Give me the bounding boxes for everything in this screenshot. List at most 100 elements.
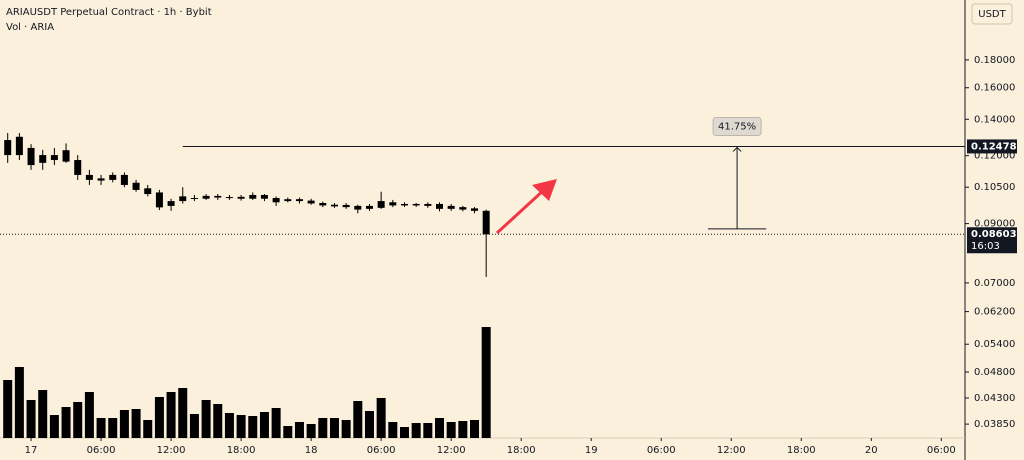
x-tick-label: 12:00: [157, 445, 186, 456]
volume-bar: [26, 400, 36, 438]
candle-body: [365, 205, 373, 209]
last-price-label: 0.08603: [971, 229, 1017, 240]
candle-body: [50, 155, 58, 161]
volume-bar: [73, 402, 83, 438]
volume-bar: [248, 416, 258, 438]
volume-bar: [470, 420, 480, 438]
currency-label[interactable]: USDT: [978, 9, 1006, 20]
volume-bar: [481, 327, 491, 438]
candle-body: [354, 205, 362, 210]
candle-body: [447, 205, 455, 209]
volume-bar: [236, 415, 246, 438]
candle-body: [62, 150, 70, 162]
x-tick-label: 06:00: [87, 445, 116, 456]
candle-body: [400, 203, 408, 206]
candle-body: [295, 199, 303, 202]
volume-bar: [446, 422, 456, 438]
candle-body: [272, 198, 280, 203]
volume-bar: [178, 388, 188, 438]
candle-body: [39, 155, 47, 163]
x-tick-label: 20: [865, 445, 878, 456]
volume-bar: [189, 414, 199, 438]
volume-bar: [61, 407, 71, 438]
horizontal-line-label: 0.12478: [971, 141, 1017, 152]
candle-body: [424, 203, 432, 206]
y-tick-label: 0.12000: [974, 151, 1015, 162]
volume-bar: [166, 392, 176, 438]
volume-bar: [318, 418, 328, 438]
volume-bar: [259, 412, 269, 438]
candle-body: [249, 194, 257, 199]
candle-body: [459, 207, 467, 210]
countdown-label: 16:03: [971, 241, 1000, 252]
x-tick-label: 06:00: [647, 445, 676, 456]
x-tick-label: 06:00: [367, 445, 396, 456]
volume-bar: [49, 415, 59, 438]
volume-bar: [271, 408, 281, 438]
volume-bar: [108, 418, 118, 438]
x-tick-label: 18:00: [787, 445, 816, 456]
candle-body: [482, 210, 490, 235]
candle-body: [97, 178, 105, 181]
candle-body: [284, 199, 292, 202]
chart-subtitle: Vol · ARIA: [6, 22, 54, 33]
volume-bar: [376, 398, 386, 438]
candle-body: [4, 140, 12, 156]
measure-label: 41.75%: [718, 121, 756, 132]
candle-body: [471, 208, 479, 211]
currency-box[interactable]: [971, 3, 1013, 25]
volume-bar: [411, 423, 421, 438]
candle-body: [144, 188, 152, 195]
candle-body: [179, 196, 187, 202]
y-tick-label: 0.04800: [974, 367, 1015, 378]
y-tick-label: 0.16000: [974, 83, 1015, 94]
candle-body: [120, 174, 128, 185]
candle-body: [109, 174, 117, 180]
volume-bar: [38, 390, 48, 438]
volume-bar: [84, 392, 94, 438]
candle-body: [167, 201, 175, 206]
volume-bar: [353, 401, 363, 438]
candle-body: [330, 204, 338, 207]
measure-arrowhead: [732, 146, 742, 152]
candle-body: [319, 203, 327, 206]
volume-bar: [364, 411, 374, 438]
y-tick-label: 0.18000: [974, 55, 1015, 66]
y-tick-label: 0.03850: [974, 419, 1015, 430]
candle-body: [202, 195, 210, 199]
volume-bar: [458, 421, 468, 438]
candle-body: [307, 200, 315, 204]
candle-body: [155, 192, 163, 208]
volume-bar: [388, 422, 398, 438]
x-tick-label: 18:00: [227, 445, 256, 456]
volume-bar: [341, 420, 351, 438]
volume-bar: [154, 397, 164, 438]
chart-title: ARIAUSDT Perpetual Contract · 1h · Bybit: [6, 7, 212, 18]
volume-bar: [434, 418, 444, 438]
candle-body: [214, 195, 222, 198]
candle-body: [260, 194, 268, 199]
y-tick-label: 0.05400: [974, 339, 1015, 350]
volume-bar: [423, 423, 433, 438]
y-tick-label: 0.07000: [974, 278, 1015, 289]
x-tick-label: 12:00: [717, 445, 746, 456]
volume-bar: [213, 404, 223, 438]
y-tick-label: 0.06200: [974, 307, 1015, 318]
volume-bar: [96, 418, 106, 438]
candle-body: [237, 196, 245, 199]
x-tick-label: 18: [305, 445, 318, 456]
volume-bar: [143, 420, 153, 438]
candle-body: [435, 203, 443, 209]
candle-body: [74, 160, 82, 175]
volume-bar: [119, 410, 129, 438]
volume-bar: [224, 413, 234, 438]
candle-body: [85, 174, 93, 180]
y-tick-label: 0.09000: [974, 219, 1015, 230]
candle-body: [190, 198, 198, 200]
candle-body: [412, 203, 420, 206]
volume-bar: [3, 380, 13, 438]
candle-body: [132, 182, 140, 190]
candle-body: [389, 202, 397, 206]
x-tick-label: 12:00: [437, 445, 466, 456]
